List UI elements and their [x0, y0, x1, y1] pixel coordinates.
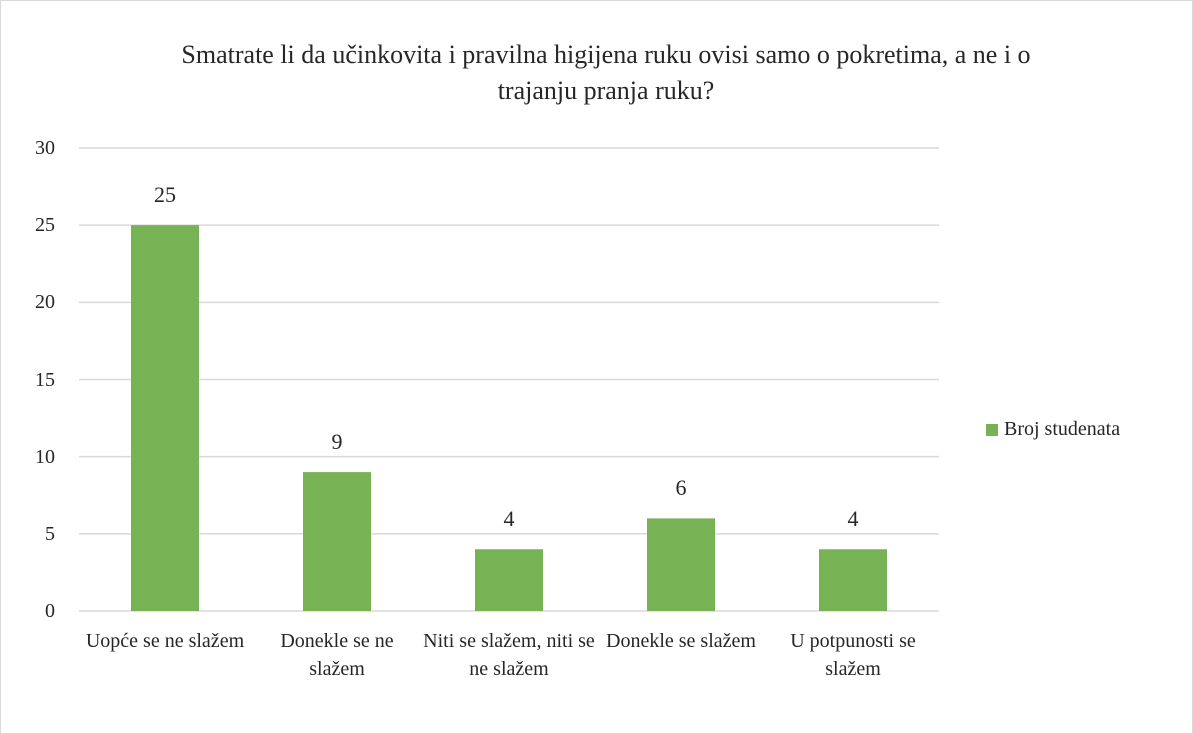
value-label: 6 [675, 475, 687, 501]
legend: Broj studenata [986, 418, 1120, 441]
bar [303, 472, 371, 611]
bar [819, 549, 887, 611]
bar [131, 225, 199, 611]
bar [475, 549, 543, 611]
x-tick-label: Donekle se ne slažem [280, 630, 394, 680]
value-label: 4 [847, 506, 859, 532]
bar [647, 518, 715, 611]
chart-title: Smatrate li da učinkovita i pravilna hig… [181, 40, 1031, 105]
y-tick-label: 20 [35, 291, 55, 314]
legend-label: Broj studenata [1004, 418, 1121, 440]
y-tick-label: 10 [35, 445, 55, 468]
y-tick-label: 5 [45, 522, 55, 545]
value-label: 25 [154, 182, 176, 208]
value-label: 4 [503, 506, 515, 532]
value-label: 9 [331, 429, 343, 455]
legend-swatch [986, 423, 998, 436]
x-tick-label: Donekle se slažem [606, 630, 756, 652]
y-tick-label: 25 [35, 214, 55, 237]
x-tick-label: Niti se slažem, niti se ne slažem [423, 630, 595, 680]
y-tick-label: 15 [35, 368, 55, 391]
y-tick-label: 0 [45, 600, 55, 622]
x-tick-label: U potpunosti se slažem [790, 630, 916, 680]
x-tick-label: Uopće se ne slažem [85, 630, 245, 652]
y-tick-label: 30 [35, 137, 55, 159]
